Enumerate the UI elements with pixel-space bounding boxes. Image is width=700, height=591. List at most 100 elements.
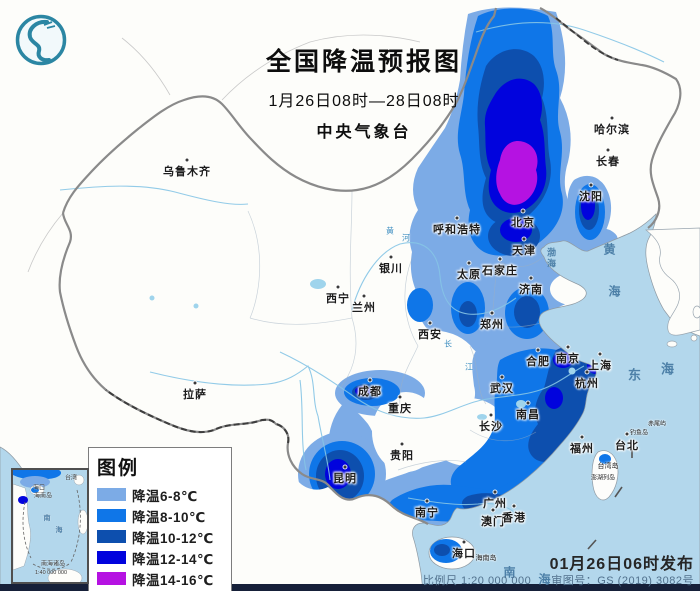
city-dot [467, 261, 471, 265]
city-label: 兰州 [352, 302, 376, 314]
legend-item: 降温6-8℃ [97, 484, 225, 505]
city-label: 广州 [483, 498, 507, 510]
city-dot [193, 381, 197, 385]
legend-item-label: 降温10-12℃ [132, 530, 214, 546]
map-meta: 比例尺 1:20 000 000 审图号：GS (2019) 3082号 [423, 572, 694, 588]
title-block: 全国降温预报图 1月26日08时—28日08时 中央气象台 [214, 42, 514, 142]
inset-art [13, 470, 87, 582]
city-dot [498, 257, 502, 261]
city-dot [389, 255, 393, 259]
city-dot [580, 435, 584, 439]
indochina-land [297, 480, 428, 591]
lakes [149, 279, 576, 420]
city-dot [529, 276, 533, 280]
city-dot [512, 504, 516, 508]
map-subtitle: 1月26日08时—28日08时 [268, 93, 460, 110]
city-label: 澳门 [481, 516, 505, 528]
river-label: 江 [465, 362, 473, 372]
inset-borneo [47, 568, 83, 582]
city-label: 长春 [596, 156, 620, 168]
river-label: 黄 [386, 226, 394, 236]
city-label: 北京 [511, 217, 535, 229]
city-dot [566, 345, 570, 349]
river-label: 河 [402, 233, 410, 243]
city-label: 福州 [570, 443, 594, 455]
city-dot [398, 395, 402, 399]
city-label: 杭州 [575, 378, 599, 390]
geo-label: 赤尾屿 [647, 421, 667, 428]
city-dot [428, 321, 432, 325]
hainan-island [428, 536, 476, 570]
city-label: 天津 [512, 245, 536, 257]
city-dot [493, 490, 497, 494]
city-dot [489, 413, 493, 417]
city-label: 昆明 [333, 473, 357, 485]
legend: 图例 降温6-8℃ 降温8-10℃ 降温10-12℃ 降温12-14℃ 降温14-16℃ [88, 447, 232, 591]
city-label: 海口 [452, 548, 476, 560]
legend-title: 图例 [97, 458, 140, 479]
sea-label: 黄 [603, 242, 617, 257]
inset-hainan-patch [31, 487, 39, 493]
river-label: 长 [444, 339, 452, 349]
inset-indochina [13, 483, 31, 571]
city-dot [425, 499, 429, 503]
geo-label: 海南岛 [475, 555, 497, 562]
sea-label: 东 [627, 367, 643, 383]
legend-swatch [97, 530, 126, 543]
city-dot [368, 378, 372, 382]
city-dot [455, 216, 459, 220]
city-label: 上海 [588, 360, 612, 372]
city-dot [462, 540, 466, 544]
city-dot [625, 432, 629, 436]
city-dot [491, 508, 495, 512]
city-dot [610, 116, 614, 120]
city-dot [536, 348, 540, 352]
legend-items: 降温6-8℃ 降温8-10℃ 降温10-12℃ 降温12-14℃ 降温14-16℃ [97, 484, 225, 589]
city-label: 西安 [418, 329, 442, 341]
national-border [58, 7, 682, 525]
city-label: 拉萨 [183, 389, 207, 401]
city-label: 济南 [519, 284, 543, 296]
city-dot [336, 285, 340, 289]
sea-label: 渤 [546, 247, 558, 258]
city-label: 太原 [457, 269, 481, 281]
city-label: 石家庄 [482, 265, 518, 277]
sea-label: 海 [608, 284, 622, 299]
province-borders [247, 189, 546, 471]
inset-coast-band [13, 470, 62, 480]
sea-label: 海 [660, 361, 676, 377]
city-label: 南京 [556, 353, 580, 365]
sea-label: 南 [503, 565, 517, 580]
publish-time: 01月26日06时发布 [549, 556, 694, 573]
city-dot [343, 465, 347, 469]
city-label: 重庆 [388, 403, 412, 415]
legend-item: 降温14-16℃ [97, 568, 225, 589]
map-agency: 中央气象台 [316, 124, 412, 141]
city-dot [362, 294, 366, 298]
map-title: 全国降温预报图 [265, 48, 462, 76]
sea-label: 海 [546, 258, 558, 269]
legend-item: 降温12-14℃ [97, 547, 225, 568]
city-label: 武汉 [490, 383, 514, 395]
city-dot [598, 352, 602, 356]
legend-swatch [97, 488, 126, 501]
sea-label: 海 [538, 572, 552, 587]
legend-item-label: 降温8-10℃ [132, 509, 206, 525]
legend-item: 降温8-10℃ [97, 505, 225, 526]
city-dot [185, 158, 189, 162]
legend-swatch [97, 551, 126, 564]
taiwan-island [591, 450, 619, 501]
city-label: 郑州 [480, 319, 504, 331]
city-label: 台北 [615, 440, 639, 452]
inset-coast-band2 [20, 476, 50, 488]
inset-dark-patch [18, 496, 28, 504]
city-label: 南宁 [415, 507, 439, 519]
geo-label: 钓鱼岛 [629, 430, 649, 437]
city-label: 乌鲁木齐 [163, 166, 211, 178]
legend-item: 降温10-12℃ [97, 526, 225, 547]
inset-sea-char1: 南 [43, 515, 51, 522]
city-dot [589, 183, 593, 187]
korea-japan-islands [645, 227, 700, 348]
inset-taiwan-label: 台湾 [64, 475, 78, 482]
